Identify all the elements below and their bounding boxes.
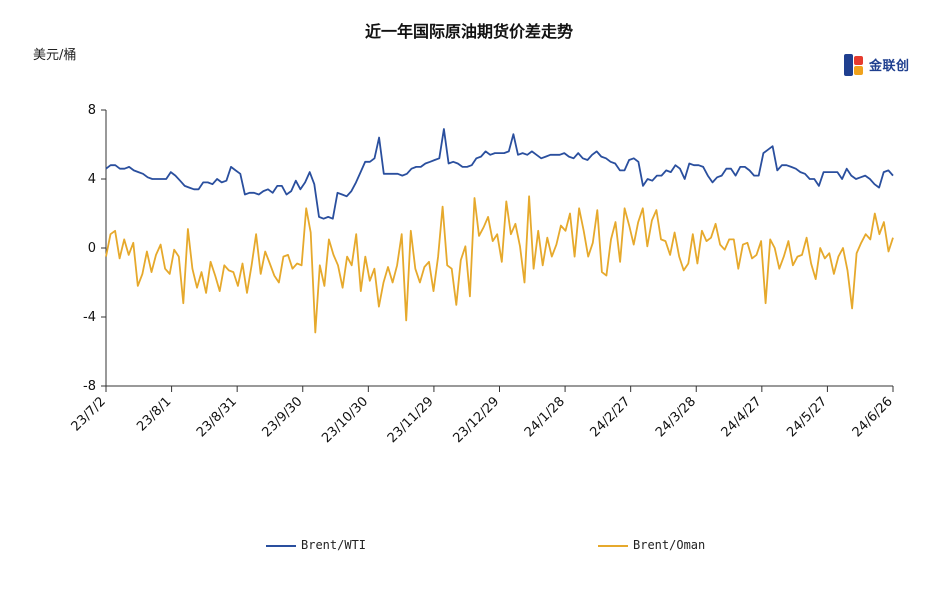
y-axis-unit: 美元/桶 [33, 48, 77, 63]
x-tick-label: 24/1/28 [522, 394, 568, 440]
x-tick-label: 23/8/31 [194, 394, 240, 440]
x-tick-label: 24/6/26 [850, 394, 896, 440]
x-tick-label: 23/8/1 [134, 394, 174, 434]
y-tick-label: -4 [83, 310, 96, 325]
legend-swatch [598, 544, 628, 547]
chart-title: 近一年国际原油期货价差走势 [364, 22, 573, 41]
x-tick-label: 24/2/27 [587, 394, 633, 440]
x-tick-label: 23/12/29 [450, 394, 502, 446]
y-tick-label: 0 [88, 241, 96, 256]
series-line-brent-wti [105, 128, 894, 220]
legend-label: Brent/Oman [633, 538, 706, 552]
x-tick-label: 24/4/27 [719, 394, 765, 440]
legend-swatch [266, 544, 296, 547]
y-tick-label: -8 [83, 379, 96, 394]
x-tick-label: 24/3/28 [653, 394, 699, 440]
legend-item: Brent/Oman [598, 538, 705, 552]
jlc-logo-icon [844, 54, 863, 76]
x-tick-label: 23/10/30 [319, 394, 371, 446]
legend-label: Brent/WTI [301, 538, 367, 552]
x-tick-label: 24/5/27 [784, 394, 830, 440]
series-line-brent-oman [105, 195, 894, 334]
logo-text: 金联创 [869, 59, 910, 74]
x-tick-label: 23/9/30 [260, 394, 306, 440]
y-tick-label: 8 [88, 103, 96, 118]
y-tick-label: 4 [88, 172, 96, 187]
brand-logo: 金联创 [843, 50, 913, 84]
x-tick-label: 23/11/29 [385, 394, 437, 446]
legend-item: Brent/WTI [266, 538, 366, 552]
x-tick-label: 23/7/2 [69, 394, 109, 434]
